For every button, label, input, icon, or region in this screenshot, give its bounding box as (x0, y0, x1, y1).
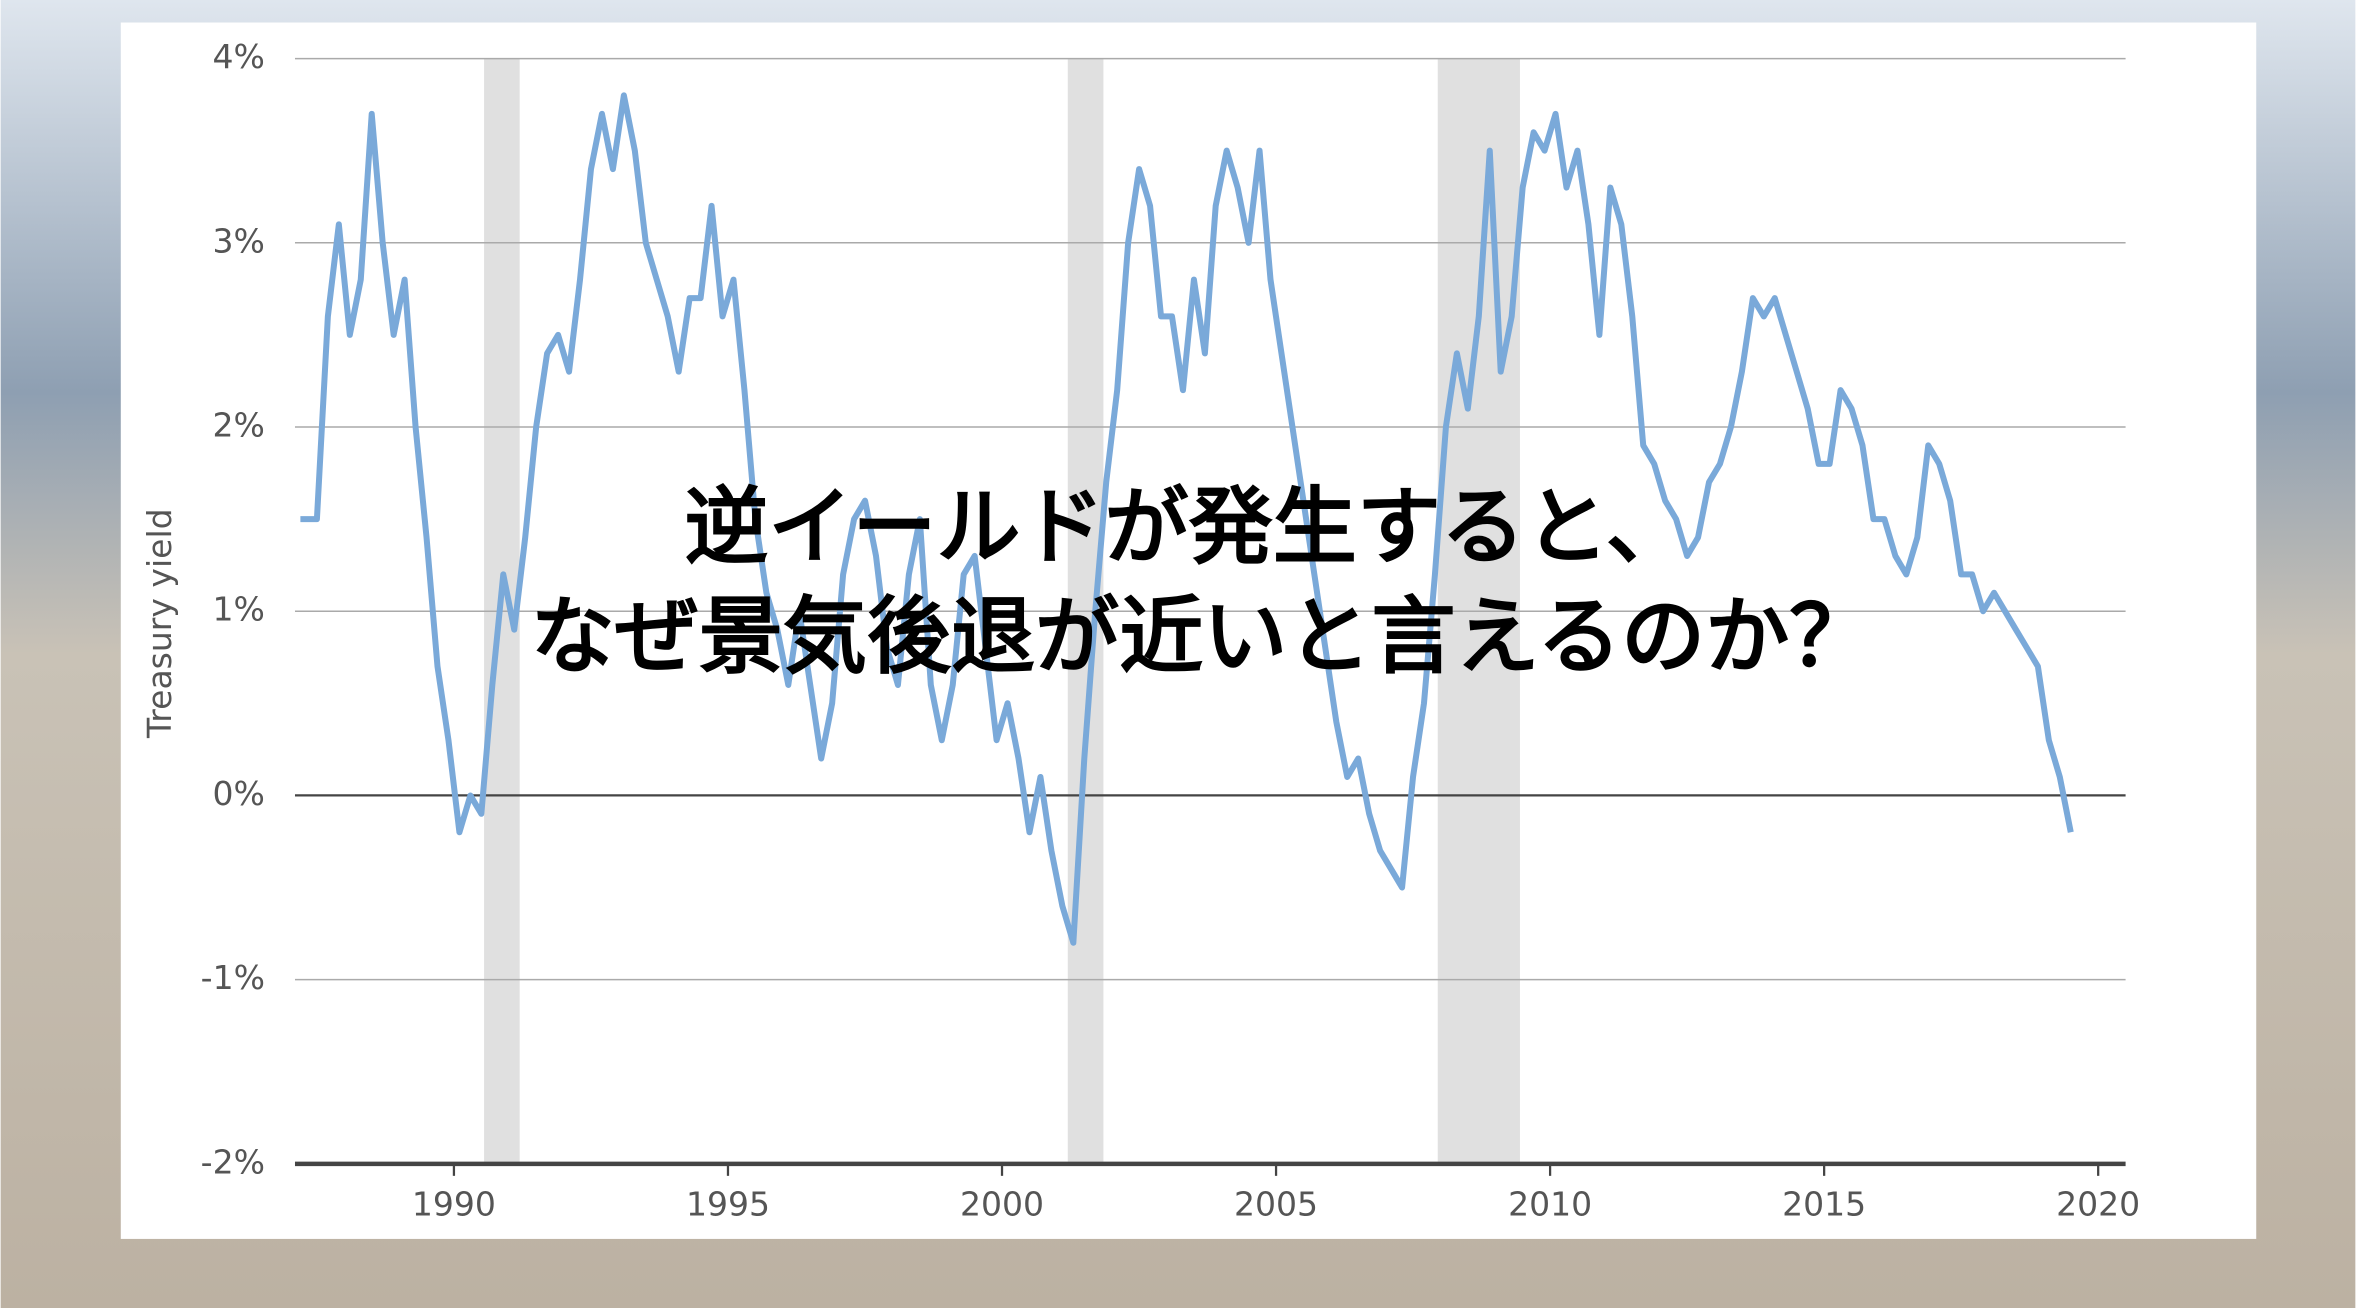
line-series (300, 92, 2074, 946)
x-tick-label: 1990 (412, 1184, 496, 1223)
y-axis-label: Treasury yield (140, 508, 179, 739)
panel (120, 22, 2257, 1239)
y-tick-label: 4% (213, 37, 265, 76)
title-line: なぜ景気後退が近いと言えるのか？ (531, 588, 1874, 686)
y-tick-label: -2% (201, 1142, 265, 1181)
plot-layer (300, 92, 2074, 946)
y-tick-label: 1% (213, 590, 265, 629)
y-tick-label: 3% (213, 221, 265, 260)
x-tick-label: 2005 (1234, 1184, 1318, 1223)
title-layer: 逆イールドが発生すると、なぜ景気後退が近いと言えるのか？ (531, 478, 1874, 686)
y-tick-label: -1% (201, 958, 265, 997)
y-tick-label: 2% (213, 405, 265, 444)
x-tick-label: 1995 (686, 1184, 770, 1223)
y-tick-label: 0% (213, 774, 265, 813)
title-line: 逆イールドが発生すると、 (684, 478, 1690, 576)
x-tick-label: 2000 (960, 1184, 1044, 1223)
grid-layer: -2% -1% 0% 1% 2% 3% 4% 1990 1995 2000 2005 2010 2015… (201, 37, 2141, 1223)
x-tick-label: 2020 (2056, 1184, 2140, 1223)
x-tick-label: 2010 (1508, 1184, 1592, 1223)
x-tick-label: 2015 (1782, 1184, 1866, 1223)
